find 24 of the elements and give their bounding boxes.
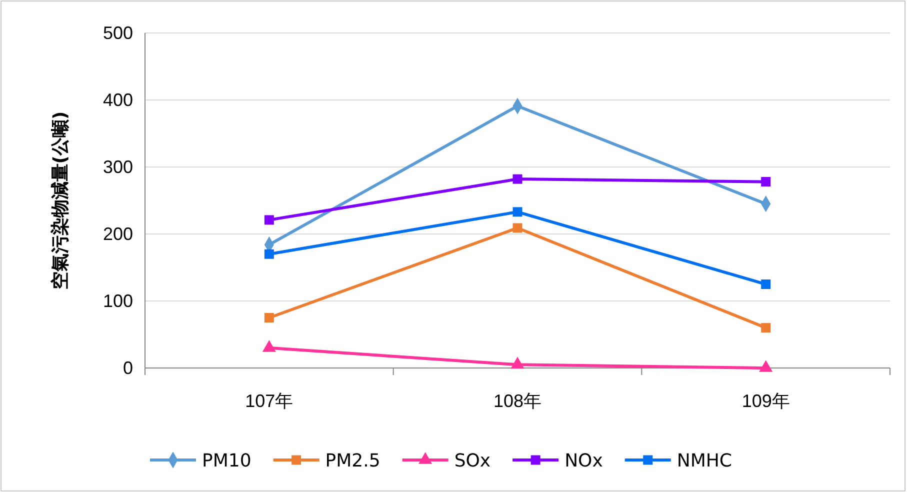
y-tick-label: 0 [122,358,133,378]
point [264,249,274,259]
point [512,207,522,217]
point [264,215,274,225]
y-axis-title: 空氣污染物減量(公噸) [50,111,71,290]
x-tick-label: 107年 [245,390,294,411]
legend-label: PM2.5 [325,450,380,472]
x-tick-label: 109年 [742,390,790,411]
point [264,313,274,322]
legend-label: NOx [564,450,604,472]
y-tick-label: 300 [102,156,133,177]
legend-label: NMHC [676,450,732,472]
y-tick-label: 200 [102,224,133,244]
y-tick-label: 500 [102,22,133,43]
y-tick-label: 400 [102,90,133,110]
legend-label: PM10 [202,450,252,472]
point [761,176,771,186]
point [761,280,771,289]
point [512,174,522,184]
legend-label: SOx [454,450,491,472]
x-tick-label: 108年 [493,390,542,411]
y-tick-label: 100 [102,290,133,311]
point [512,223,522,233]
point [761,323,771,333]
